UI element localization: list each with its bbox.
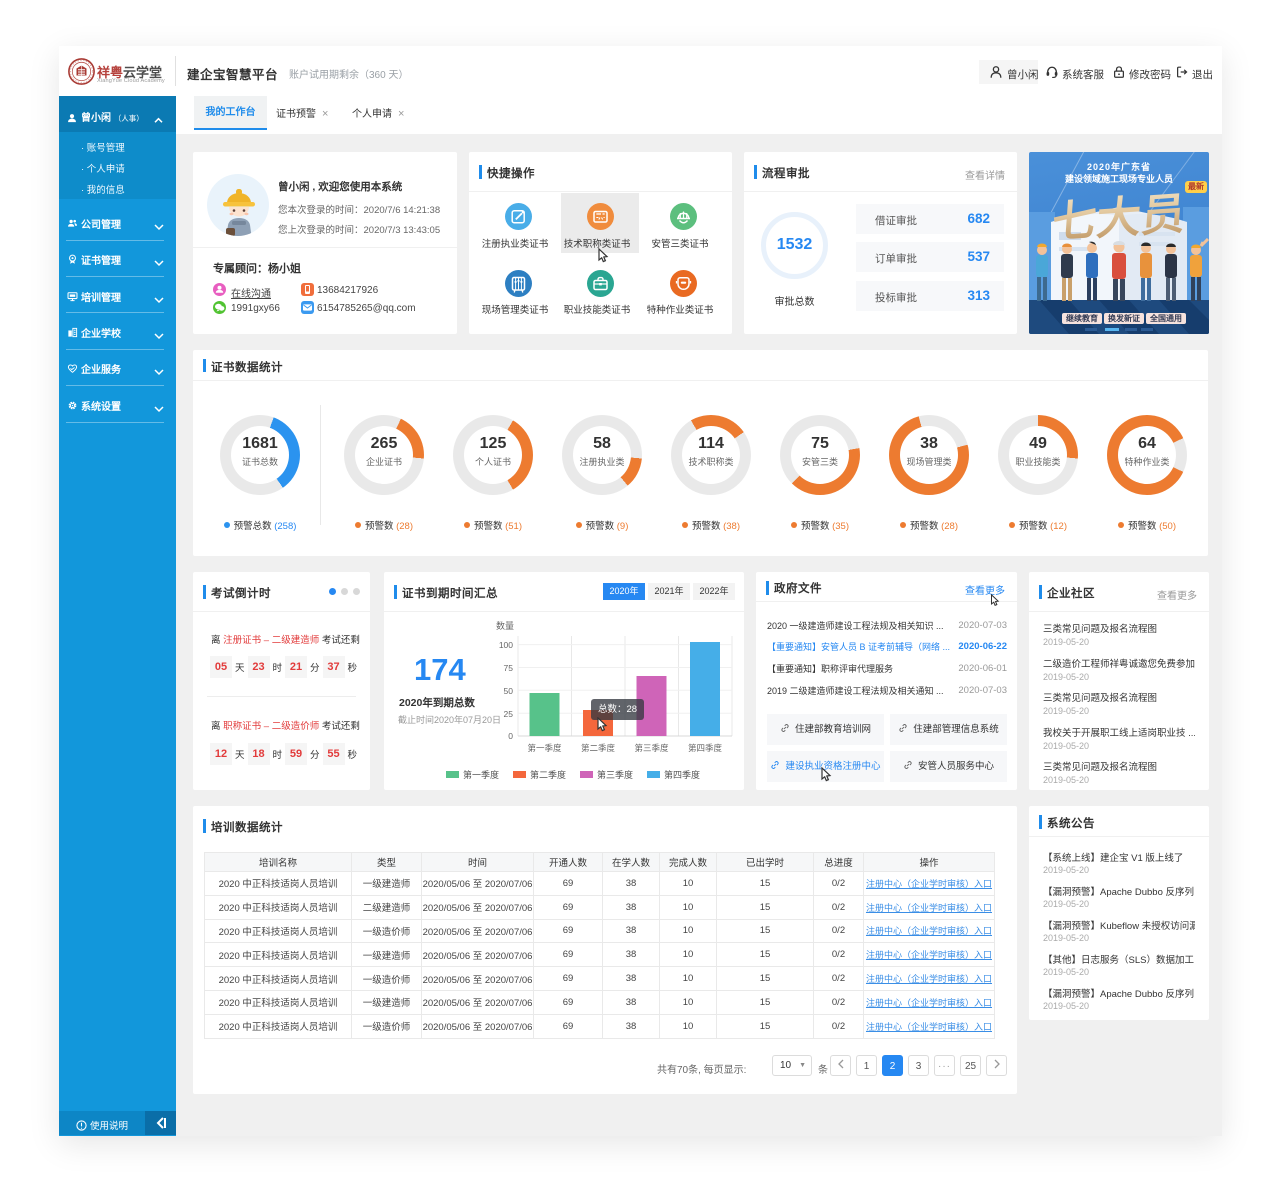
svg-text:25: 25 — [504, 709, 514, 719]
svg-text:第三季度: 第三季度 — [634, 743, 669, 753]
svg-text:第二季度: 第二季度 — [581, 743, 616, 753]
svg-text:75: 75 — [504, 663, 514, 673]
svg-text:50: 50 — [504, 686, 514, 696]
svg-text:0: 0 — [508, 731, 513, 741]
svg-text:第一季度: 第一季度 — [527, 743, 562, 753]
svg-text:第四季度: 第四季度 — [688, 743, 723, 753]
svg-text:100: 100 — [499, 640, 513, 650]
